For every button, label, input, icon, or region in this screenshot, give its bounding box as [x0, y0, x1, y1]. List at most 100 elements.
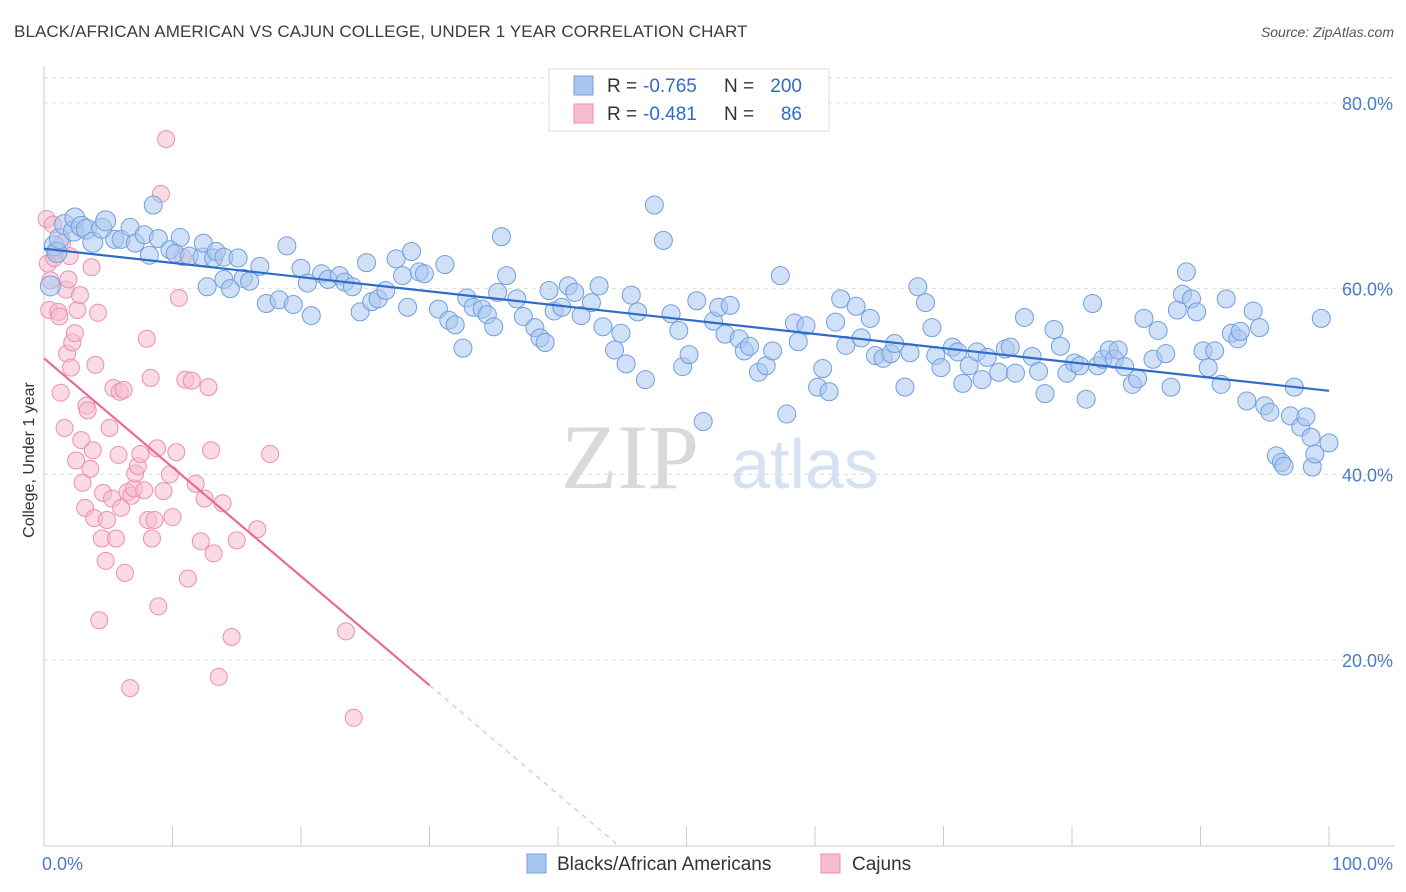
- legend-box: [548, 68, 830, 132]
- cajun-point: [204, 544, 223, 563]
- black-african-american-point: [453, 338, 473, 358]
- bottom-legend-swatch-pink: [820, 853, 841, 874]
- cajun-point: [61, 358, 80, 377]
- cajun-point: [96, 551, 115, 570]
- black-african-american-point: [1005, 363, 1025, 383]
- x-tick-label: 100.0%: [1332, 854, 1393, 874]
- black-african-american-point: [398, 297, 418, 317]
- black-african-american-point: [435, 254, 455, 274]
- legend-n-value-blue: 200: [770, 76, 802, 97]
- y-tick-label: 60.0%: [1342, 280, 1393, 300]
- black-african-american-point: [953, 373, 973, 393]
- black-african-american-point: [687, 291, 707, 311]
- black-african-american-point: [1083, 294, 1103, 314]
- black-african-american-point: [1274, 456, 1294, 476]
- black-african-american-point: [1176, 262, 1196, 282]
- black-african-american-point: [635, 370, 655, 390]
- black-african-american-point: [1044, 320, 1064, 340]
- cajun-point: [55, 418, 74, 437]
- cajun-point: [344, 708, 363, 727]
- cajun-point: [135, 481, 154, 500]
- black-african-american-point: [846, 296, 866, 316]
- gridlines: [44, 77, 1395, 661]
- y-axis-label: College, Under 1 year: [21, 382, 38, 538]
- legend-r-label-pink: R =: [607, 104, 637, 125]
- black-african-american-point: [1216, 289, 1236, 309]
- cajuns-points: [37, 130, 363, 727]
- cajuns-trendline: [43, 357, 431, 687]
- black-african-american-point: [628, 302, 648, 322]
- cajun-point: [195, 489, 214, 508]
- black-african-american-point: [1319, 433, 1339, 453]
- black-african-american-point: [1237, 391, 1257, 411]
- cajun-point: [100, 418, 119, 437]
- black-african-american-point: [1198, 358, 1218, 378]
- black-african-american-point: [1301, 427, 1321, 447]
- cajun-point: [167, 443, 186, 462]
- black-african-american-point: [900, 343, 920, 363]
- black-african-american-point: [922, 318, 942, 338]
- black-african-american-point: [414, 264, 434, 284]
- bottom-legend: Blacks/African Americans Cajuns: [526, 853, 911, 875]
- black-african-american-point: [148, 228, 168, 248]
- black-african-american-point: [1148, 320, 1168, 340]
- black-african-american-point: [581, 293, 601, 313]
- black-african-american-point: [819, 382, 839, 402]
- black-african-american-point: [1108, 340, 1128, 360]
- black-african-american-point: [972, 370, 992, 390]
- black-african-american-point: [1014, 307, 1034, 327]
- black-african-american-point: [342, 277, 362, 297]
- bottom-legend-label-pink: Cajuns: [852, 854, 911, 875]
- cajun-point: [112, 498, 131, 517]
- cajun-point: [202, 441, 221, 460]
- black-african-american-point: [445, 315, 465, 335]
- black-african-american-point: [931, 358, 951, 378]
- black-african-american-point: [228, 248, 248, 268]
- cajuns-trendline-extension: [429, 684, 620, 847]
- black-african-american-point: [826, 312, 846, 332]
- black-african-american-point: [386, 249, 406, 269]
- black-african-american-point: [535, 333, 555, 353]
- cajun-point: [90, 611, 109, 630]
- axes: [43, 66, 1395, 847]
- cajun-point: [131, 444, 150, 463]
- black-african-american-point: [679, 345, 699, 365]
- legend-n-label-pink: N =: [724, 104, 754, 125]
- black-african-american-point: [1161, 377, 1181, 397]
- cajun-point: [157, 130, 176, 149]
- x-tick-label: 0.0%: [42, 854, 83, 874]
- cajun-point: [67, 451, 86, 470]
- cajun-point: [145, 510, 164, 529]
- black-african-american-point: [1128, 369, 1148, 389]
- black-african-american-point: [1000, 337, 1020, 357]
- black-african-american-point: [669, 320, 689, 340]
- trendlines: [43, 247, 1330, 847]
- cajun-point: [83, 441, 102, 460]
- black-african-american-point: [497, 266, 517, 286]
- cajun-point: [109, 445, 128, 464]
- black-african-american-point: [653, 230, 673, 250]
- legend-r-label-blue: R =: [607, 76, 637, 97]
- cajun-point: [68, 301, 87, 320]
- black-african-american-point: [1050, 336, 1070, 356]
- cajun-point: [51, 383, 70, 402]
- black-african-american-point: [611, 323, 631, 343]
- black-african-american-point: [720, 295, 740, 315]
- black-african-american-point: [1311, 308, 1331, 328]
- black-african-american-point: [1076, 389, 1096, 409]
- y-tick-label: 80.0%: [1342, 94, 1393, 114]
- black-african-american-point: [1156, 344, 1176, 364]
- cajun-point: [178, 569, 197, 588]
- cajun-point: [261, 444, 280, 463]
- black-african-american-point: [1070, 356, 1090, 376]
- cajun-point: [222, 627, 241, 646]
- cajun-point: [82, 258, 101, 277]
- black-african-american-point: [283, 294, 303, 314]
- cajun-point: [182, 371, 201, 390]
- black-african-american-point: [989, 362, 1009, 382]
- black-african-american-point: [357, 253, 377, 273]
- black-african-american-point: [916, 293, 936, 313]
- black-african-american-point: [220, 279, 240, 299]
- black-african-american-point: [860, 308, 880, 328]
